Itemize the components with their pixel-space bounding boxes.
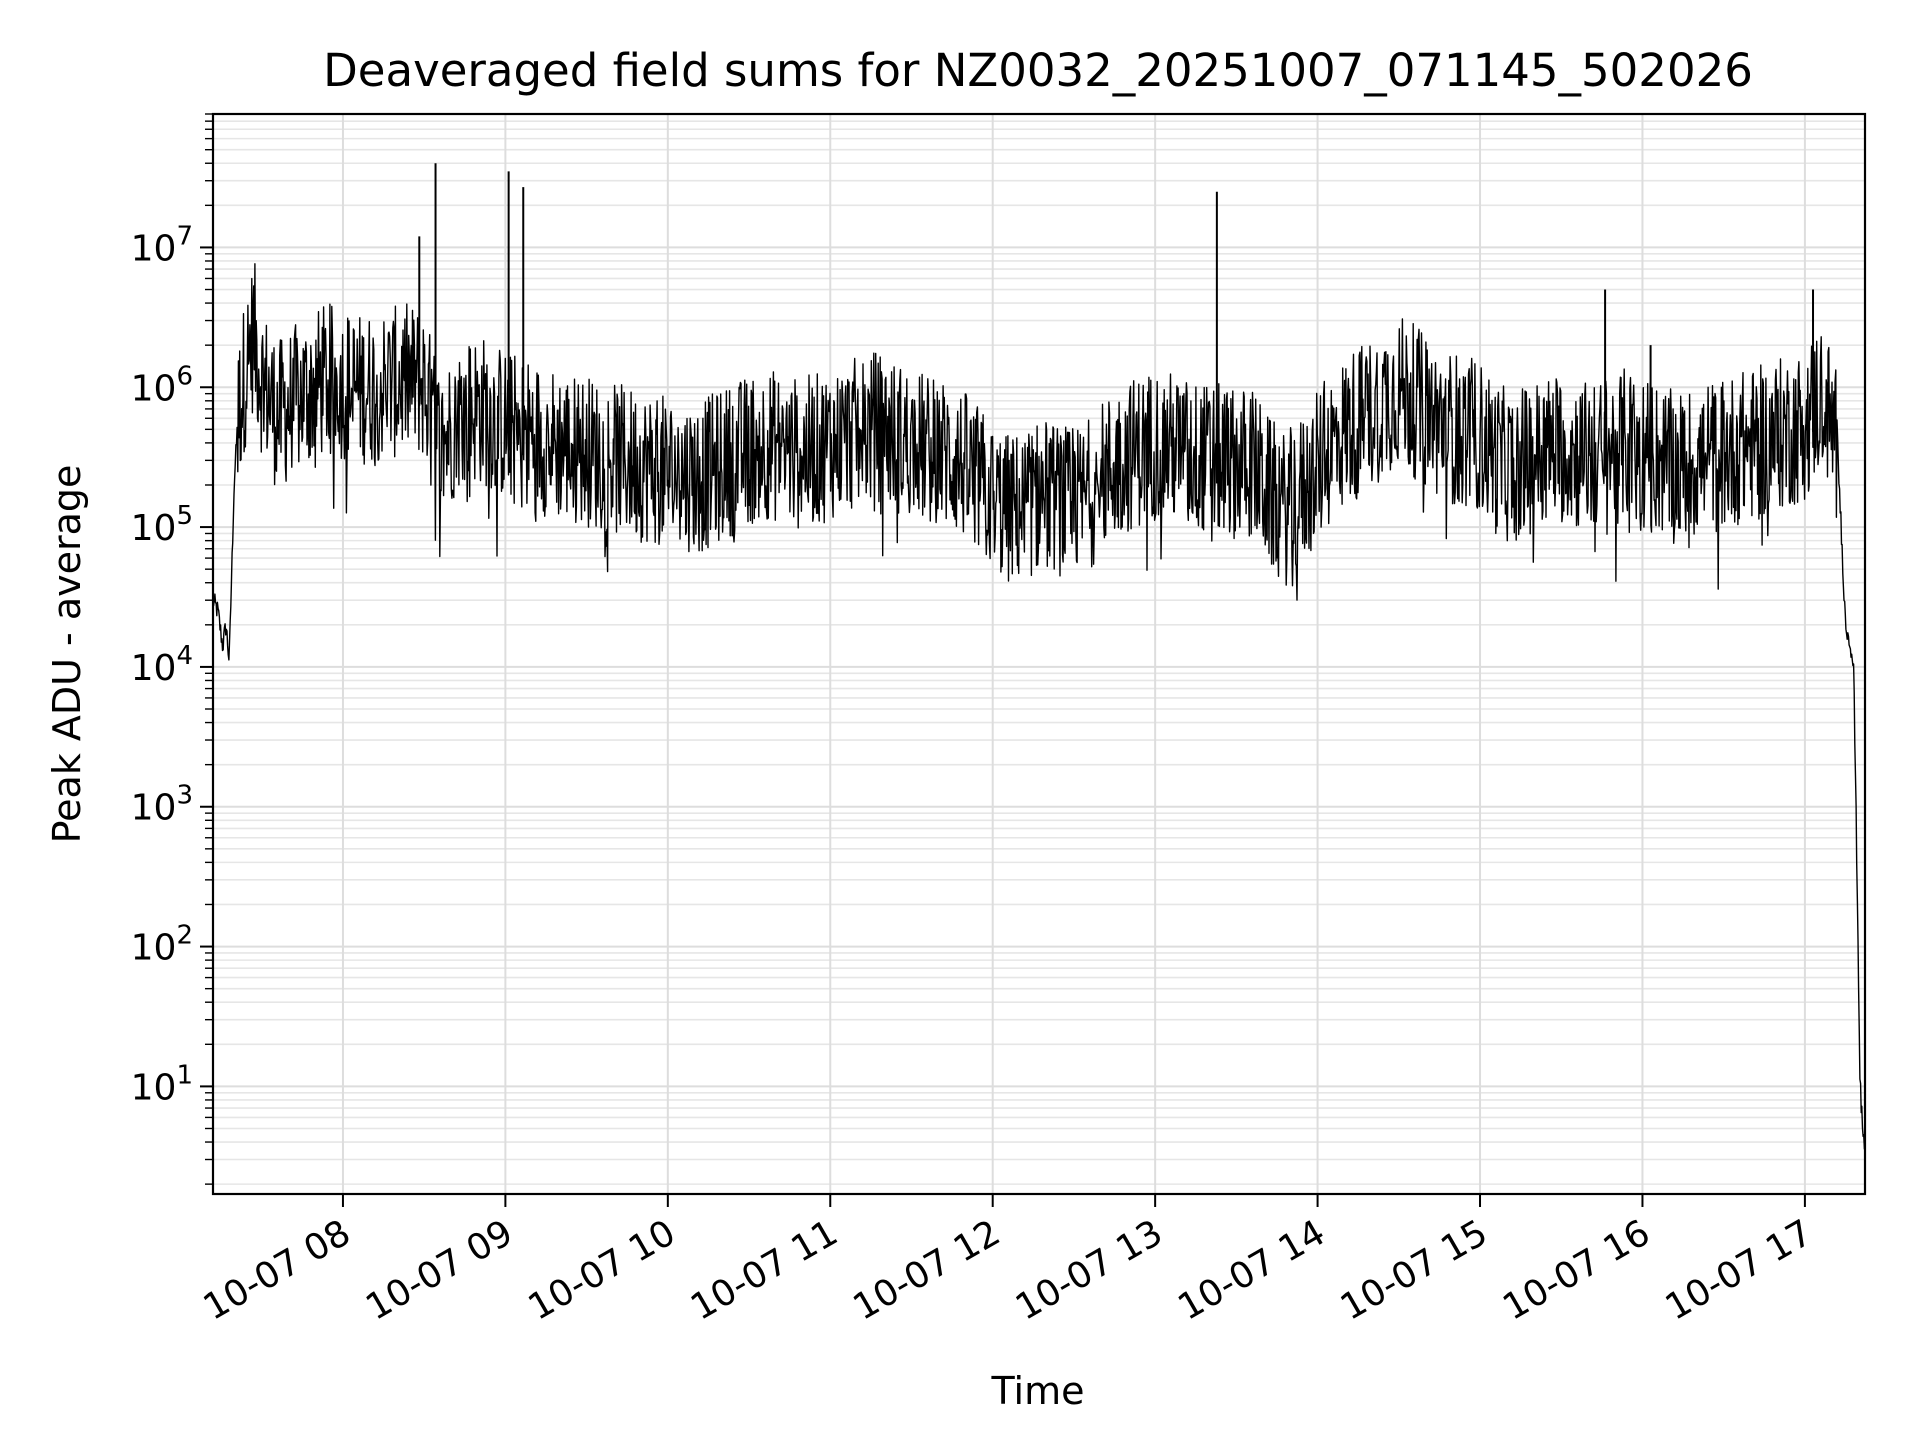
chart-title: Deaveraged field sums for NZ0032_2025100… bbox=[323, 44, 1753, 97]
x-axis-label: Time bbox=[991, 1369, 1085, 1413]
y-tick-label: 105 bbox=[131, 501, 193, 549]
series-group bbox=[212, 163, 1866, 1150]
grid bbox=[213, 113, 1865, 1194]
plot-frame bbox=[211, 112, 1867, 1196]
y-tick-label: 101 bbox=[131, 1060, 193, 1108]
y-axis-label: Peak ADU - average bbox=[45, 465, 89, 844]
y-tick-label: 103 bbox=[131, 781, 193, 829]
y-tick-label: 102 bbox=[131, 921, 193, 969]
y-tick-label: 106 bbox=[131, 361, 193, 409]
y-tick-label: 104 bbox=[131, 641, 193, 689]
series-line bbox=[212, 263, 1866, 1150]
y-tick-label: 107 bbox=[131, 221, 193, 269]
